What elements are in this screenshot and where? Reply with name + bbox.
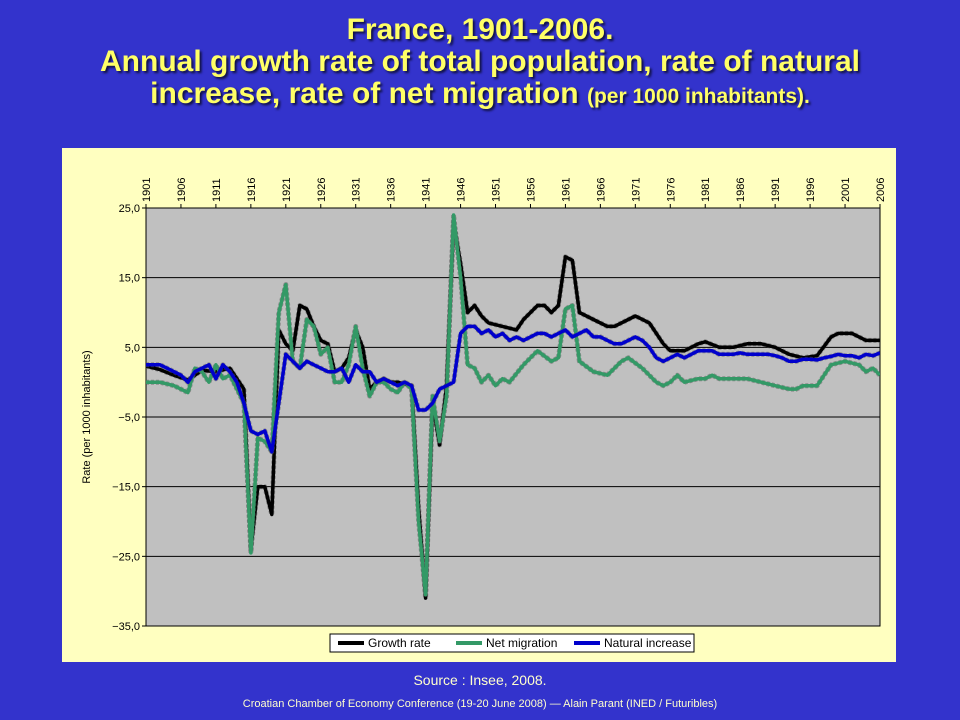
title-line-1: France, 1901-2006.	[346, 13, 614, 46]
x-tick-label: 1906	[176, 178, 188, 202]
x-tick-label: 2001	[840, 178, 852, 202]
x-tick-label: 2006	[875, 178, 887, 202]
x-tick-label: 1986	[735, 178, 747, 202]
x-tick-label: 1991	[770, 178, 782, 202]
x-tick-label: 1951	[491, 178, 503, 202]
legend-label-natural-increase: Natural increase	[604, 636, 692, 650]
x-tick-label: 1961	[560, 178, 572, 202]
title-line-2: Annual growth rate of total population, …	[100, 45, 860, 78]
x-tick-label: 1946	[456, 178, 468, 202]
x-tick-label: 1956	[525, 178, 537, 202]
slide-title: France, 1901-2006. Annual growth rate of…	[0, 14, 960, 113]
x-tick-label: 1926	[316, 178, 328, 202]
series-line-net-migration	[146, 213, 880, 597]
x-tick-label: 1911	[211, 178, 223, 202]
x-tick-label: 1941	[421, 178, 433, 202]
x-tick-label: 1936	[386, 178, 398, 202]
x-tick-label: 1971	[630, 178, 642, 202]
y-tick-label: −5,0	[118, 412, 140, 424]
x-tick-label: 1931	[351, 178, 363, 202]
series-line-natural-increase	[146, 324, 880, 454]
x-tick-label: 1916	[246, 178, 258, 202]
title-line-3: increase, rate of net migration (per 100…	[0, 78, 960, 113]
footer-credit: Croatian Chamber of Economy Conference (…	[242, 698, 718, 710]
x-tick-label: 1981	[700, 178, 712, 202]
title-line-3-main: increase, rate of net migration	[150, 77, 579, 110]
y-tick-label: −35,0	[112, 621, 140, 633]
y-tick-label: 5,0	[125, 342, 140, 354]
x-tick-label: 1976	[665, 178, 677, 202]
y-tick-label: −15,0	[112, 482, 140, 494]
line-chart: 25,0 15,0 5,0 −5,0 −15,0 −25,0 −35,0 1901 1906 19…	[81, 178, 887, 653]
series-line-growth-rate	[146, 220, 880, 600]
y-tick-label: −25,0	[112, 551, 140, 563]
chart-panel: 25,0 15,0 5,0 −5,0 −15,0 −25,0 −35,0 1901 1906 19…	[62, 148, 896, 662]
x-tick-label: 1996	[805, 178, 817, 202]
legend	[329, 633, 695, 653]
y-tick-label: 25,0	[119, 203, 140, 215]
x-tick-label: 1921	[281, 178, 293, 202]
x-tick-label: 1966	[595, 178, 607, 202]
source-note: Source : Insee, 2008.	[413, 672, 547, 688]
legend-label-growth-rate: Growth rate	[368, 636, 431, 650]
title-line-3-small: (per 1000 inhabitants).	[586, 85, 810, 108]
x-tick-label: 1901	[141, 178, 153, 202]
legend-label-net-migration: Net migration	[486, 636, 557, 650]
y-axis-label: Rate (per 1000 inhabitants)	[81, 350, 93, 483]
y-tick-label: 15,0	[119, 273, 140, 285]
